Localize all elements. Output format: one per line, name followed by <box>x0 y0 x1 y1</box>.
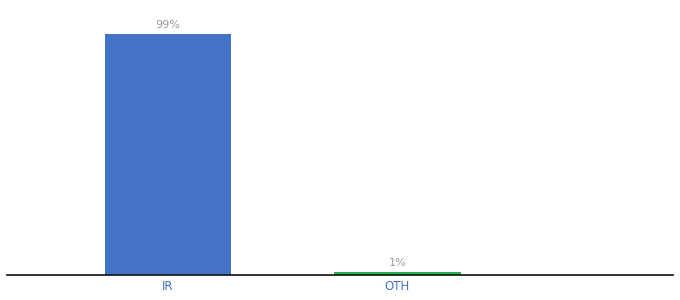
Text: 1%: 1% <box>388 258 406 268</box>
Bar <box>105 34 231 274</box>
Text: 99%: 99% <box>155 20 180 30</box>
Bar <box>335 272 460 274</box>
